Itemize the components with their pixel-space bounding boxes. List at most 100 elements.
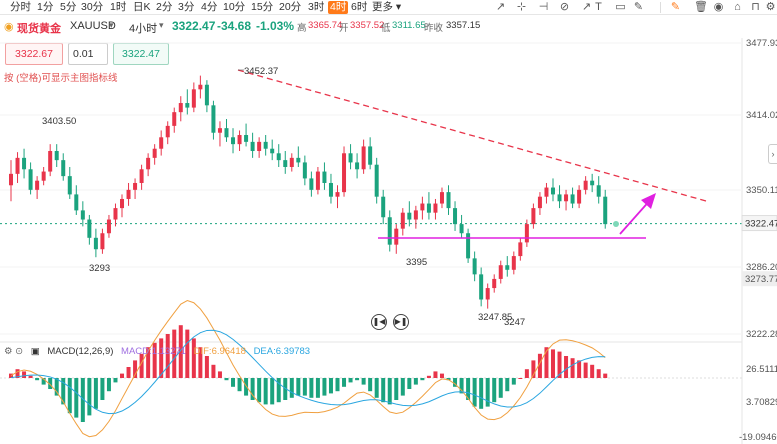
- candle-body: [113, 208, 118, 220]
- candle-body: [54, 151, 59, 161]
- macd-settings-icon[interactable]: ⚙ ⊙: [4, 346, 24, 357]
- candle-body: [224, 128, 229, 138]
- macd-bar: [492, 378, 497, 403]
- macd-bar: [583, 362, 588, 378]
- macd-bar: [139, 353, 144, 378]
- timeframe-6[interactable]: 2分: [156, 1, 173, 13]
- macd-bar: [309, 378, 314, 398]
- timeframe-3[interactable]: 30分: [81, 1, 104, 13]
- last-price-dot: [613, 221, 619, 227]
- symbol-code[interactable]: XAUUSD: [70, 20, 116, 32]
- candle-body: [596, 185, 601, 197]
- candle-body: [590, 180, 595, 186]
- symbol-name[interactable]: 现货黄金: [17, 23, 61, 35]
- period-label[interactable]: 4小时: [129, 23, 158, 35]
- lock-icon[interactable]: ⌂: [734, 1, 741, 13]
- ray-icon[interactable]: ↗: [581, 1, 592, 13]
- candle-body: [211, 105, 216, 133]
- candle-body: [544, 187, 549, 197]
- timeframe-4[interactable]: 1时: [110, 1, 127, 13]
- candle-body: [35, 180, 40, 190]
- macd-axis-label: -19.09460: [739, 432, 777, 443]
- ray-line-icon[interactable]: ⊣: [538, 1, 549, 13]
- open-value: 3357.52: [350, 20, 385, 31]
- macd-collapse-icon[interactable]: ▣: [30, 346, 40, 357]
- annotation-high: 3452.37: [244, 66, 278, 77]
- timeframe-0[interactable]: 分时: [10, 1, 31, 13]
- candle-body: [420, 203, 425, 211]
- macd-bar: [74, 378, 79, 418]
- timeframe-10[interactable]: 15分: [251, 1, 274, 13]
- price-gray-box: [742, 271, 777, 287]
- macd-bar: [54, 378, 59, 396]
- candle-body: [557, 194, 562, 202]
- channel-icon[interactable]: ⊘: [559, 1, 570, 13]
- macd-bar: [596, 369, 601, 378]
- timeframe-9[interactable]: 10分: [223, 1, 246, 13]
- delete-icon[interactable]: 🗑: [694, 1, 708, 13]
- candle-body: [15, 157, 20, 174]
- macd-bar: [374, 378, 379, 398]
- candle-body: [453, 208, 458, 225]
- macd-bar: [67, 378, 72, 414]
- macd-bar: [120, 373, 125, 378]
- timeframe-12[interactable]: 3时: [308, 1, 325, 13]
- macd-bar: [126, 367, 131, 378]
- timeframe-5[interactable]: 日K: [133, 1, 151, 13]
- price-axis-label: 3350.11: [746, 185, 777, 196]
- candle-body: [374, 164, 379, 197]
- magnet-icon[interactable]: ⊓: [751, 1, 760, 13]
- macd-bar: [15, 369, 20, 378]
- macd-bar: [231, 378, 236, 387]
- macd-bar: [342, 378, 347, 387]
- text-tool-icon[interactable]: T: [595, 1, 602, 13]
- macd-bar: [204, 356, 209, 378]
- scroll-right-button[interactable]: ▶❚: [393, 314, 409, 330]
- edit-icon[interactable]: ✎: [670, 1, 681, 13]
- macd-bar: [557, 351, 562, 378]
- candle-body: [322, 171, 327, 183]
- timeframe-7[interactable]: 3分: [178, 1, 195, 13]
- candle-body: [191, 89, 196, 108]
- candle-body: [446, 192, 451, 209]
- timeframe-13[interactable]: 4时: [328, 1, 349, 14]
- macd-bar: [381, 378, 386, 403]
- candle-body: [479, 274, 484, 300]
- timeframe-1[interactable]: 1分: [37, 1, 54, 13]
- macd-bar: [394, 378, 399, 400]
- macd-bar: [178, 325, 183, 378]
- pen-icon[interactable]: ✎: [633, 1, 644, 13]
- candle-body: [342, 153, 347, 193]
- macd-axis-label: 3.70829: [746, 397, 777, 408]
- timeframe-8[interactable]: 4分: [201, 1, 218, 13]
- expand-panel-icon[interactable]: ›: [768, 144, 777, 164]
- timeframe-15[interactable]: 更多 ▾: [372, 1, 402, 13]
- annotation-low-b: 3395: [406, 257, 427, 268]
- macd-legend: ⚙ ⊙ ▣ MACD(12,26,9) MACD:1.13271 DIF:6.9…: [4, 346, 315, 357]
- macd-bar: [407, 378, 412, 389]
- macd-bar: [426, 375, 431, 378]
- candle-body: [348, 153, 353, 163]
- chevron-down-icon[interactable]: ▾: [109, 20, 114, 30]
- candle-body: [270, 148, 275, 154]
- scroll-left-button[interactable]: ❚◀: [371, 314, 387, 330]
- candle-body: [577, 189, 582, 204]
- period-chevron-icon[interactable]: ▾: [159, 20, 164, 30]
- horizontal-line-icon[interactable]: ⊹: [516, 1, 527, 13]
- macd-bar: [133, 360, 138, 378]
- macd-bar: [590, 364, 595, 378]
- candle-body: [283, 160, 288, 167]
- timeframe-2[interactable]: 5分: [60, 1, 77, 13]
- macd-bar: [106, 378, 111, 392]
- rectangle-icon[interactable]: ▭: [615, 1, 626, 13]
- macd-bar: [113, 378, 118, 383]
- trend-line-icon[interactable]: ↗: [495, 1, 506, 13]
- timeframe-11[interactable]: 20分: [279, 1, 302, 13]
- timeframe-14[interactable]: 6时: [351, 1, 368, 13]
- candle-body: [381, 196, 386, 218]
- settings-icon[interactable]: ⚙: [765, 1, 776, 13]
- high-value: 3365.74: [308, 20, 343, 31]
- price-axis-label: 3477.93: [746, 38, 777, 49]
- eye-icon[interactable]: ◉: [713, 1, 724, 13]
